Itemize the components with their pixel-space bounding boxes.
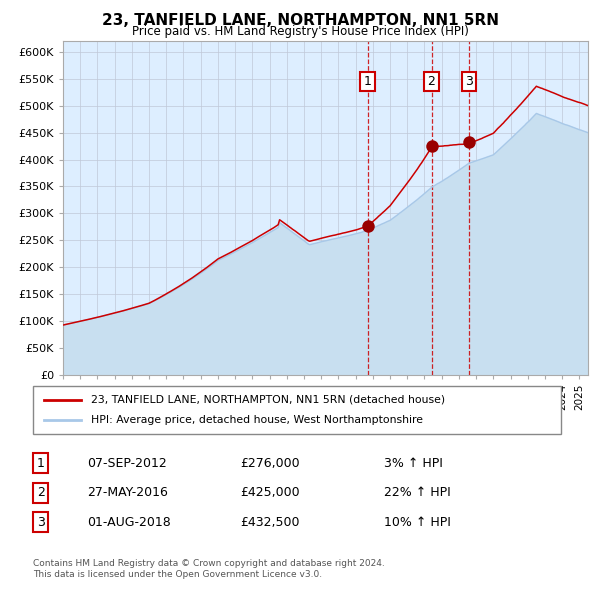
Text: 3: 3 bbox=[465, 75, 473, 88]
Text: 2: 2 bbox=[428, 75, 436, 88]
Text: 3: 3 bbox=[37, 516, 45, 529]
Text: 2: 2 bbox=[37, 486, 45, 499]
Text: This data is licensed under the Open Government Licence v3.0.: This data is licensed under the Open Gov… bbox=[33, 571, 322, 579]
Text: 23, TANFIELD LANE, NORTHAMPTON, NN1 5RN: 23, TANFIELD LANE, NORTHAMPTON, NN1 5RN bbox=[101, 13, 499, 28]
Text: 07-SEP-2012: 07-SEP-2012 bbox=[87, 457, 167, 470]
Text: 27-MAY-2016: 27-MAY-2016 bbox=[87, 486, 168, 499]
FancyBboxPatch shape bbox=[33, 386, 561, 434]
Text: Price paid vs. HM Land Registry's House Price Index (HPI): Price paid vs. HM Land Registry's House … bbox=[131, 25, 469, 38]
Text: £432,500: £432,500 bbox=[240, 516, 299, 529]
Text: £425,000: £425,000 bbox=[240, 486, 299, 499]
Text: 1: 1 bbox=[37, 457, 45, 470]
Text: 10% ↑ HPI: 10% ↑ HPI bbox=[384, 516, 451, 529]
Text: 3% ↑ HPI: 3% ↑ HPI bbox=[384, 457, 443, 470]
Text: 01-AUG-2018: 01-AUG-2018 bbox=[87, 516, 171, 529]
Text: Contains HM Land Registry data © Crown copyright and database right 2024.: Contains HM Land Registry data © Crown c… bbox=[33, 559, 385, 568]
Text: 22% ↑ HPI: 22% ↑ HPI bbox=[384, 486, 451, 499]
Text: HPI: Average price, detached house, West Northamptonshire: HPI: Average price, detached house, West… bbox=[91, 415, 423, 425]
Text: £276,000: £276,000 bbox=[240, 457, 299, 470]
Text: 23, TANFIELD LANE, NORTHAMPTON, NN1 5RN (detached house): 23, TANFIELD LANE, NORTHAMPTON, NN1 5RN … bbox=[91, 395, 445, 405]
Text: 1: 1 bbox=[364, 75, 371, 88]
